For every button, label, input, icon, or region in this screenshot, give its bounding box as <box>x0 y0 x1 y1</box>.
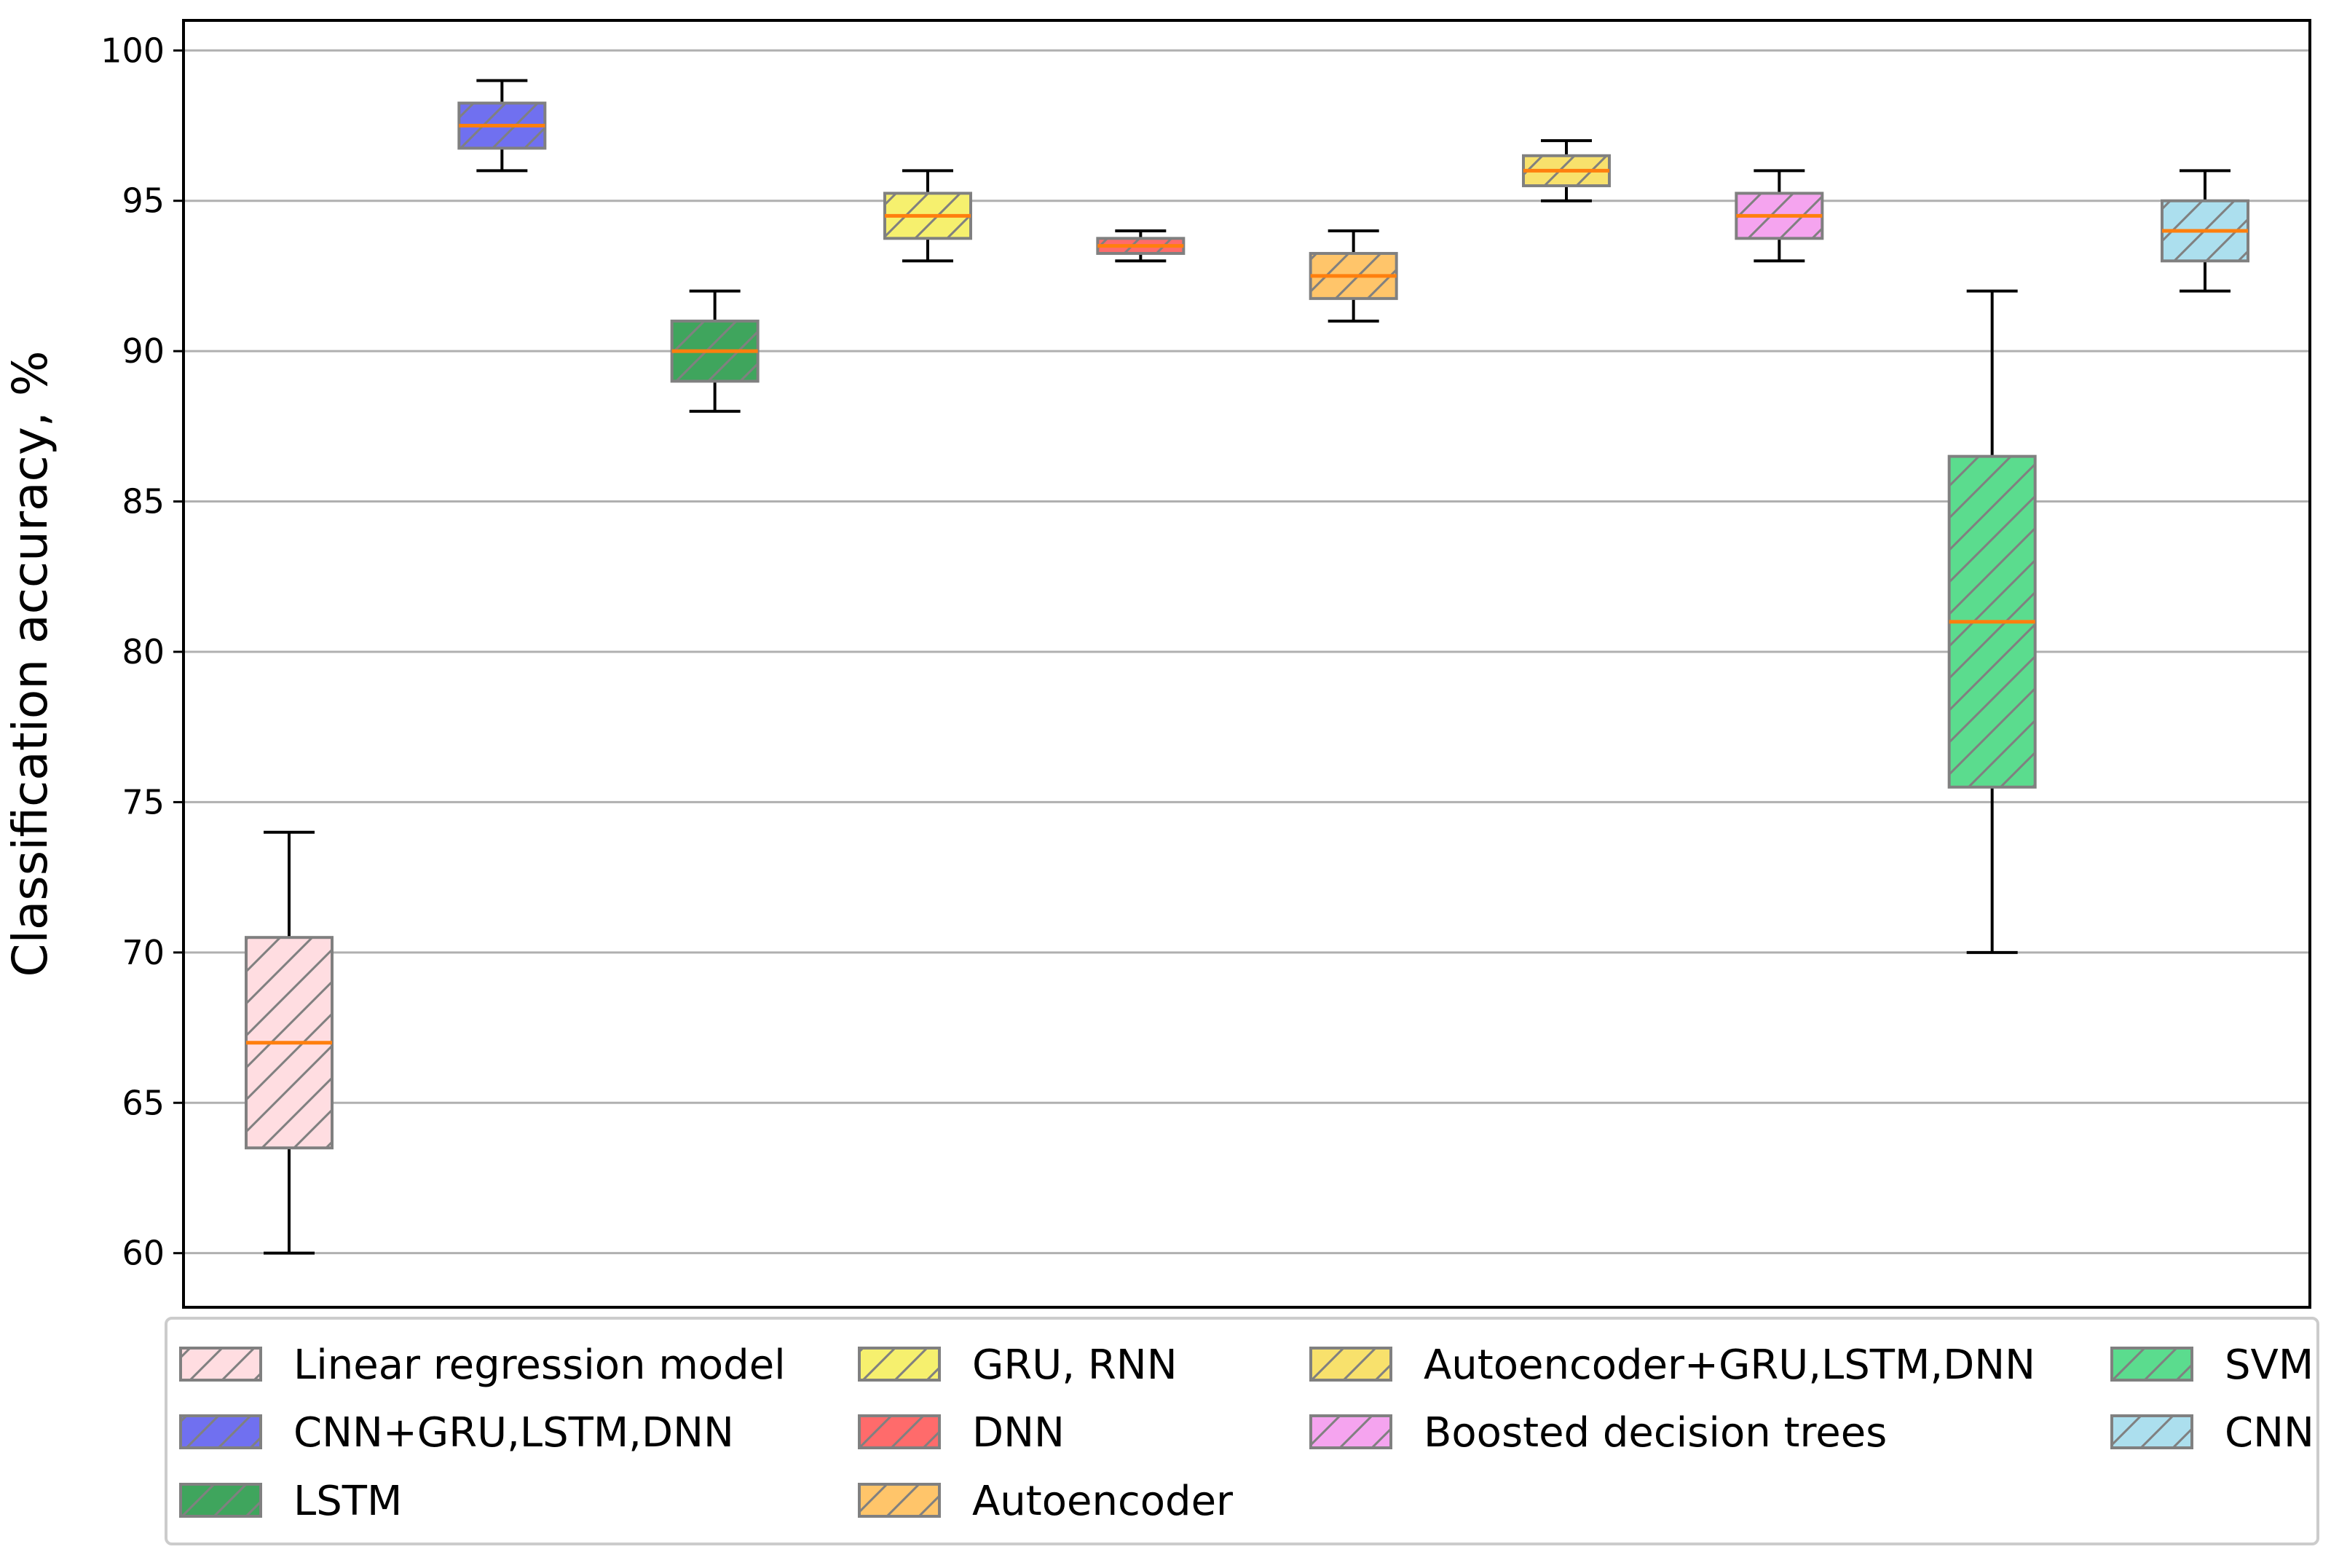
legend-swatch-cnn-gru-lstm-dnn <box>179 1414 262 1449</box>
box-autoencoder-gru-lstm-dnn <box>1522 139 1611 202</box>
y-tick-label-90: 90 <box>122 331 165 371</box>
y-tick-label-65: 65 <box>122 1083 165 1122</box>
legend-label-cnn-gru-lstm-dnn: CNN+GRU,LSTM,DNN <box>293 1409 734 1457</box>
legend-label-boosted-decision-trees: Boosted decision trees <box>1424 1409 1887 1457</box>
box-cnn <box>2161 169 2249 293</box>
y-tick-label-75: 75 <box>122 782 165 822</box>
box-lstm <box>670 289 760 413</box>
box-linear-regression-model <box>245 830 334 1255</box>
plot-frame <box>182 19 2311 1309</box>
legend-label-svm: SVM <box>2225 1342 2314 1389</box>
legend-swatch-cnn <box>2110 1414 2193 1449</box>
y-tick-label-95: 95 <box>122 181 165 221</box>
box-autoencoder <box>1309 229 1398 323</box>
legend-frame <box>165 1317 2319 1545</box>
box-cnn-gru-lstm-dnn <box>457 79 547 173</box>
legend-item-boosted-decision-trees: Boosted decision trees <box>1309 1409 1887 1457</box>
boxes <box>245 79 2249 1255</box>
y-axis-ticks: 60 65 70 75 80 85 90 95 100 <box>100 31 184 1273</box>
legend-swatch-boosted-decision-trees <box>1309 1414 1392 1449</box>
legend-swatch-autoencoder <box>858 1483 941 1518</box>
y-tick-label-85: 85 <box>122 482 165 521</box>
legend-item-cnn-gru-lstm-dnn: CNN+GRU,LSTM,DNN <box>179 1409 734 1457</box>
legend-swatch-dnn <box>858 1414 941 1449</box>
legend-item-lstm: LSTM <box>179 1478 402 1525</box>
legend-swatch-linear-regression-model <box>179 1347 262 1382</box>
legend-swatch-lstm <box>179 1483 262 1518</box>
legend-item-svm: SVM <box>2110 1342 2314 1389</box>
legend-swatch-gru-rnn <box>858 1347 941 1382</box>
box-boosted-decision-trees <box>1735 169 1824 263</box>
legend-label-autoencoder: Autoencoder <box>972 1478 1234 1525</box>
y-axis-title: Classification accuracy, % <box>2 350 58 977</box>
box-svm <box>1947 289 2037 954</box>
legend-item-gru-rnn: GRU, RNN <box>858 1342 1178 1389</box>
legend-item-cnn: CNN <box>2110 1409 2314 1457</box>
legend-items: Linear regression model CNN+GRU,LSTM,DNN L… <box>179 1342 2314 1525</box>
legend-item-dnn: DNN <box>858 1409 1065 1457</box>
box-dnn <box>1096 229 1186 263</box>
y-tick-label-60: 60 <box>122 1234 165 1273</box>
y-tick-label-100: 100 <box>100 31 165 70</box>
legend-label-autoencoder-gru-lstm-dnn: Autoencoder+GRU,LSTM,DNN <box>1424 1342 2035 1389</box>
legend-item-linear-regression-model: Linear regression model <box>179 1342 786 1389</box>
legend-label-gru-rnn: GRU, RNN <box>972 1342 1178 1389</box>
legend-label-linear-regression-model: Linear regression model <box>293 1342 786 1389</box>
legend-label-dnn: DNN <box>972 1409 1065 1457</box>
legend-swatch-autoencoder-gru-lstm-dnn <box>1309 1347 1392 1382</box>
legend-label-lstm: LSTM <box>293 1478 402 1525</box>
legend-label-cnn: CNN <box>2225 1409 2314 1457</box>
legend-swatch-svm <box>2110 1347 2193 1382</box>
legend: Linear regression model CNN+GRU,LSTM,DNN L… <box>165 1317 2319 1545</box>
box-gru-rnn <box>883 169 972 263</box>
y-tick-label-70: 70 <box>122 933 165 972</box>
legend-item-autoencoder-gru-lstm-dnn: Autoencoder+GRU,LSTM,DNN <box>1309 1342 2035 1389</box>
legend-item-autoencoder: Autoencoder <box>858 1478 1234 1525</box>
gridlines <box>184 49 2310 1255</box>
y-tick-label-80: 80 <box>122 632 165 671</box>
